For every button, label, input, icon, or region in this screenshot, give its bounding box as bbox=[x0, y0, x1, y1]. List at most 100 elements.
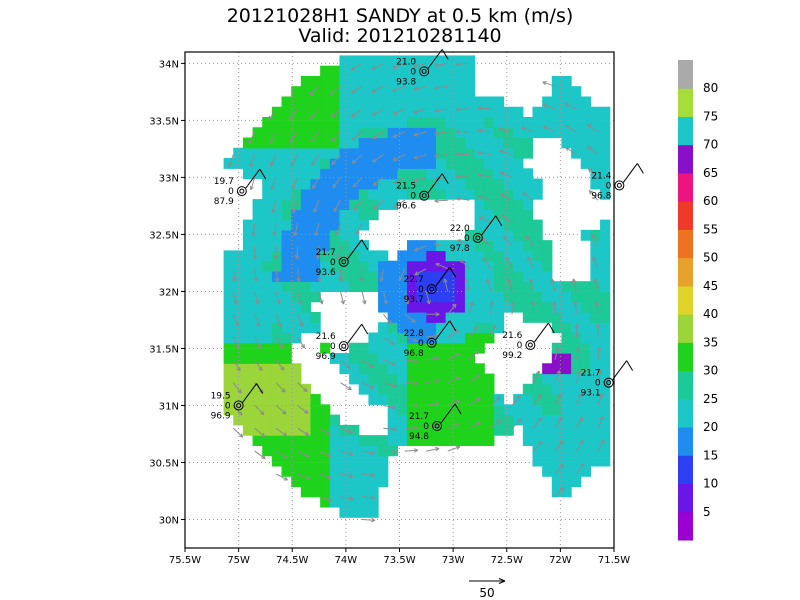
station-speed: 21.5 bbox=[396, 182, 416, 192]
station-speed: 22.7 bbox=[404, 275, 424, 285]
station-speed: 21.7 bbox=[409, 412, 429, 422]
station-pressure: 87.9 bbox=[214, 197, 234, 207]
plot-area: 21.0093.819.7087.921.5096.621.4096.821.7… bbox=[184, 49, 644, 549]
wind-vectors bbox=[228, 61, 605, 523]
colorbar-swatch bbox=[678, 144, 693, 174]
colorbar-swatch bbox=[678, 172, 693, 202]
station-pressure: 96.9 bbox=[316, 352, 336, 362]
y-tick-label: 32N bbox=[159, 287, 179, 298]
station-level: 0 bbox=[464, 234, 470, 244]
x-tick-label: 71.5W bbox=[598, 555, 630, 566]
station-level: 0 bbox=[330, 342, 336, 352]
colorbar-swatch bbox=[678, 483, 693, 513]
colorbar-swatch bbox=[678, 285, 693, 315]
colorbar-label: 75 bbox=[703, 109, 718, 123]
station-level: 0 bbox=[225, 401, 231, 411]
y-tick-label: 33N bbox=[159, 173, 179, 184]
colorbar-label: 45 bbox=[703, 279, 718, 293]
station-pressure: 93.7 bbox=[404, 295, 424, 305]
colorbar-swatch bbox=[678, 314, 693, 343]
station-level: 0 bbox=[410, 192, 416, 202]
x-axis-ticks: 75.5W 75W 74.5W 74W 73.5W 73W 72.5W 72W 71.5W bbox=[169, 548, 630, 566]
station-speed: 22.0 bbox=[450, 224, 470, 234]
station-pressure: 93.1 bbox=[581, 389, 601, 399]
x-tick-label: 73.5W bbox=[383, 555, 415, 566]
station-speed: 21.7 bbox=[316, 248, 336, 258]
station-speed: 19.5 bbox=[211, 391, 231, 401]
station-speed: 19.7 bbox=[214, 177, 234, 187]
colorbar-label: 55 bbox=[703, 222, 718, 236]
colorbar-label: 40 bbox=[703, 307, 718, 321]
station-pressure: 99.2 bbox=[502, 351, 522, 361]
x-tick-label: 72W bbox=[549, 555, 572, 566]
y-tick-label: 31.5N bbox=[149, 344, 179, 355]
colorbar-swatch bbox=[678, 398, 693, 428]
colorbar-swatch bbox=[678, 342, 693, 372]
x-tick-label: 75.5W bbox=[169, 555, 201, 566]
colorbar-label: 10 bbox=[703, 477, 718, 491]
station-speed: 22.8 bbox=[404, 329, 424, 339]
colorbar-swatch bbox=[678, 370, 693, 400]
colorbar-label: 20 bbox=[703, 420, 718, 434]
colorbar-label: 70 bbox=[703, 138, 718, 152]
colorbar-label: 60 bbox=[703, 194, 718, 208]
x-tick-label: 73W bbox=[442, 555, 465, 566]
y-tick-label: 32.5N bbox=[149, 230, 179, 241]
y-tick-label: 31N bbox=[159, 401, 179, 412]
dropsonde-stations: 21.0093.819.7087.921.5096.621.4096.821.7… bbox=[211, 49, 644, 442]
x-tick-label: 72.5W bbox=[491, 555, 523, 566]
station-speed: 21.6 bbox=[502, 331, 522, 341]
colorbar-swatch bbox=[678, 88, 693, 117]
map-subtitle: Valid: 201210281140 bbox=[298, 25, 501, 47]
station-speed: 21.7 bbox=[581, 369, 601, 379]
colorbar-swatch bbox=[678, 229, 693, 259]
y-axis-ticks: 34N 33.5N 33N 32.5N 32N 31.5N 31N 30.5N 30N bbox=[149, 59, 185, 526]
station-pressure: 96.6 bbox=[396, 202, 416, 212]
colorbar-swatch bbox=[678, 116, 693, 146]
station-pressure: 96.8 bbox=[404, 349, 424, 359]
reference-vector: 50 bbox=[469, 578, 506, 600]
colorbar-label: 65 bbox=[703, 166, 718, 180]
station-level: 0 bbox=[410, 67, 416, 77]
station-level: 0 bbox=[517, 341, 523, 351]
colorbar-label: 5 bbox=[703, 505, 711, 519]
station-pressure: 96.8 bbox=[591, 191, 611, 201]
station-pressure: 93.6 bbox=[316, 268, 336, 278]
colorbar-label: 15 bbox=[703, 448, 718, 462]
station-level: 0 bbox=[595, 379, 601, 389]
colorbar-swatch bbox=[678, 60, 693, 89]
x-tick-label: 74.5W bbox=[276, 555, 308, 566]
station-level: 0 bbox=[330, 258, 336, 268]
colorbar-label: 35 bbox=[703, 335, 718, 349]
colorbar-label: 30 bbox=[703, 364, 718, 378]
colorbar-swatch bbox=[678, 511, 693, 541]
station-speed: 21.6 bbox=[316, 332, 336, 342]
x-tick-label: 75W bbox=[227, 555, 250, 566]
colorbar-label: 80 bbox=[703, 81, 718, 95]
colorbar: 5 10 15 20 25 30 35 40 45 50 55 60 65 70 75 80 bbox=[678, 60, 718, 541]
station-level: 0 bbox=[418, 339, 424, 349]
station-speed: 21.0 bbox=[396, 57, 416, 67]
map-title: 20121028H1 SANDY at 0.5 km (m/s) bbox=[227, 5, 574, 27]
y-tick-label: 34N bbox=[159, 59, 179, 70]
station-pressure: 94.8 bbox=[409, 432, 429, 442]
station-speed: 21.4 bbox=[591, 171, 611, 181]
y-tick-label: 30N bbox=[159, 515, 179, 526]
station-level: 0 bbox=[606, 181, 612, 191]
y-tick-label: 33.5N bbox=[149, 116, 179, 127]
y-tick-label: 30.5N bbox=[149, 458, 179, 469]
station-level: 0 bbox=[418, 285, 424, 295]
station-level: 0 bbox=[423, 422, 429, 432]
colorbar-swatch bbox=[678, 427, 693, 456]
